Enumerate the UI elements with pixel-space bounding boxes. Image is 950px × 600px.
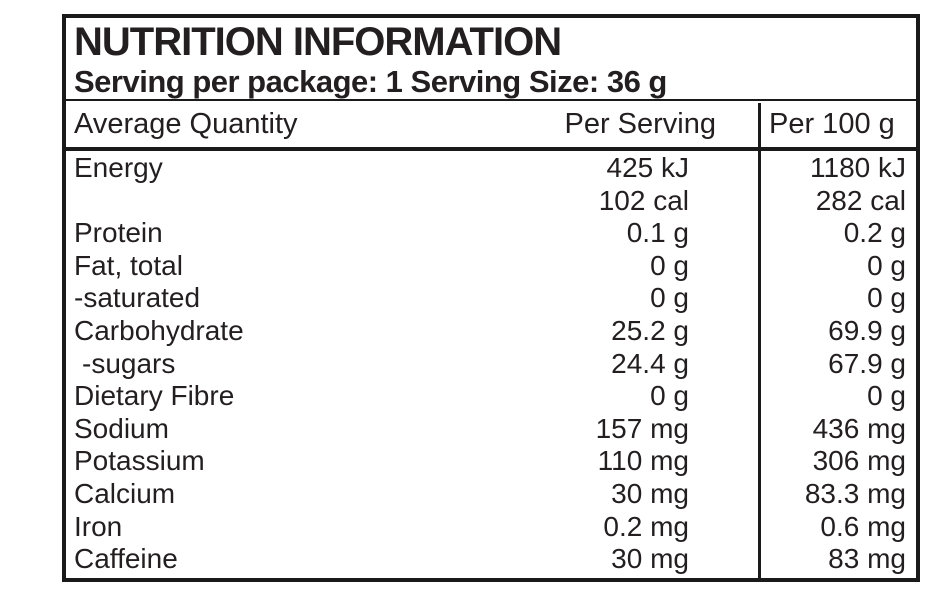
per-serving-value: 25.2 g	[611, 314, 689, 346]
nutrient-label: Protein	[74, 217, 163, 249]
per-100g-value: 83 mg	[828, 543, 906, 575]
column-per-100g: Per 100 g	[769, 107, 895, 140]
per-100g-value: 306 mg	[812, 445, 906, 477]
nutrient-label: Caffeine	[74, 543, 178, 575]
nutrient-label: Dietary Fibre	[74, 380, 235, 412]
per-serving-value: 110 mg	[597, 445, 689, 477]
per-100g-value: 1180 kJ 282 cal	[810, 152, 906, 216]
per-serving-value: 30 mg	[611, 543, 689, 575]
per-100g-value: 0.6 mg	[820, 510, 906, 542]
table-row: Dietary Fibre 0 g 0 g	[66, 380, 916, 413]
per-serving-value: 0.2 mg	[603, 510, 689, 542]
per-serving-value: 0 g	[650, 249, 689, 281]
nutrient-label: Sodium	[74, 412, 169, 444]
nutrient-label: Fat, total	[74, 249, 183, 281]
column-average-quantity: Average Quantity	[74, 107, 298, 140]
per-100g-value: 0.2 g	[843, 217, 906, 249]
table-row: Caffeine 30 mg 83 mg	[66, 543, 916, 576]
per-100g-value: 0 g	[867, 249, 906, 281]
table-row: -saturated 0 g 0 g	[66, 282, 916, 315]
per-serving-value: 157 mg	[595, 412, 689, 444]
table-row: -sugars 24.4 g 67.9 g	[66, 348, 916, 381]
table-row: Sodium 157 mg 436 mg	[66, 413, 916, 446]
per-100g-value: 0 g	[867, 380, 906, 412]
table-row: Potassium 110 mg 306 mg	[66, 445, 916, 478]
label-title: NUTRITION INFORMATION	[74, 20, 562, 64]
nutrient-label: Potassium	[74, 445, 205, 477]
nutrient-label: -sugars	[82, 347, 176, 379]
table-row: Iron 0.2 mg 0.6 mg	[66, 511, 916, 544]
nutrient-label: Carbohydrate	[74, 314, 244, 346]
per-serving-value: 0.1 g	[626, 217, 689, 249]
column-header-row: Average Quantity Per Serving Per 100 g	[66, 101, 916, 151]
per-100g-value: 69.9 g	[828, 314, 906, 346]
per-serving-value: 425 kJ 102 cal	[598, 152, 689, 216]
table-row: Calcium 30 mg 83.3 mg	[66, 478, 916, 511]
table-row: Fat, total 0 g 0 g	[66, 250, 916, 283]
nutrient-label: Calcium	[74, 477, 176, 509]
nutrient-label: -saturated	[74, 282, 201, 314]
nutrition-label-panel: NUTRITION INFORMATION Serving per packag…	[62, 14, 920, 582]
per-100g-value: 67.9 g	[828, 347, 906, 379]
nutrient-label: Energy	[74, 152, 163, 183]
per-serving-value: 0 g	[650, 380, 689, 412]
serving-info: Serving per package: 1 Serving Size: 36 …	[74, 64, 667, 99]
per-100g-value: 436 mg	[812, 412, 906, 444]
nutrient-table-body: Energy 425 kJ 102 cal 1180 kJ 282 cal Prot…	[66, 151, 916, 576]
nutrient-label: Iron	[74, 510, 123, 542]
table-row: Protein 0.1 g 0.2 g	[66, 217, 916, 250]
per-100g-value: 0 g	[867, 282, 906, 314]
table-row: Energy 425 kJ 102 cal 1180 kJ 282 cal	[66, 152, 916, 217]
per-serving-value: 30 mg	[611, 477, 689, 509]
per-serving-value: 24.4 g	[611, 347, 689, 379]
column-divider	[758, 103, 761, 578]
per-serving-value: 0 g	[650, 282, 689, 314]
label-header: NUTRITION INFORMATION Serving per packag…	[66, 18, 916, 101]
per-100g-value: 83.3 mg	[804, 477, 906, 509]
table-row: Carbohydrate 25.2 g 69.9 g	[66, 315, 916, 348]
column-per-serving: Per Serving	[564, 107, 716, 140]
